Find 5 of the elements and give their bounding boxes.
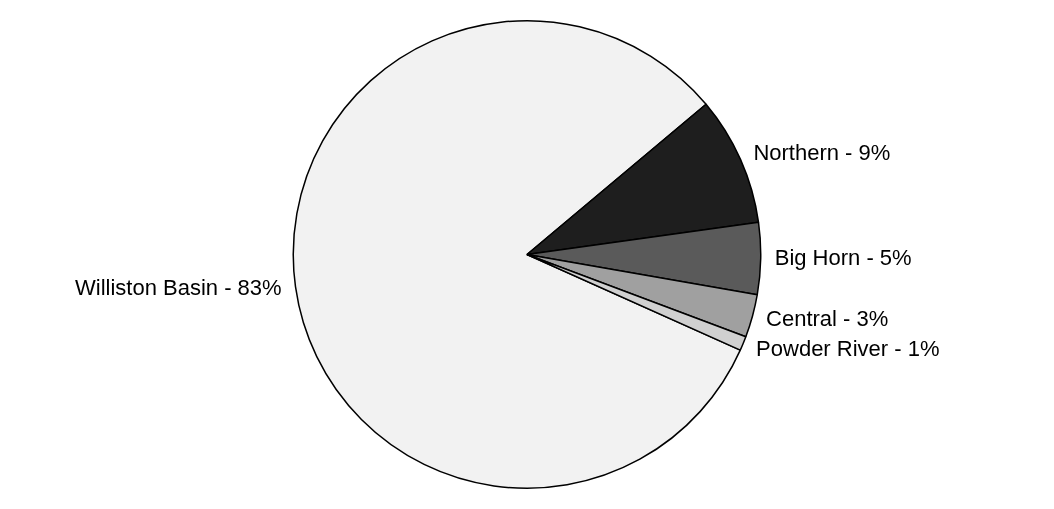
slice-label: Big Horn - 5%	[774, 244, 912, 270]
slice-label: Central - 3%	[766, 305, 889, 331]
slice-label: Williston Basin - 83%	[74, 274, 282, 300]
slice-label: Powder River - 1%	[756, 335, 940, 361]
slice-label: Northern - 9%	[753, 139, 891, 165]
